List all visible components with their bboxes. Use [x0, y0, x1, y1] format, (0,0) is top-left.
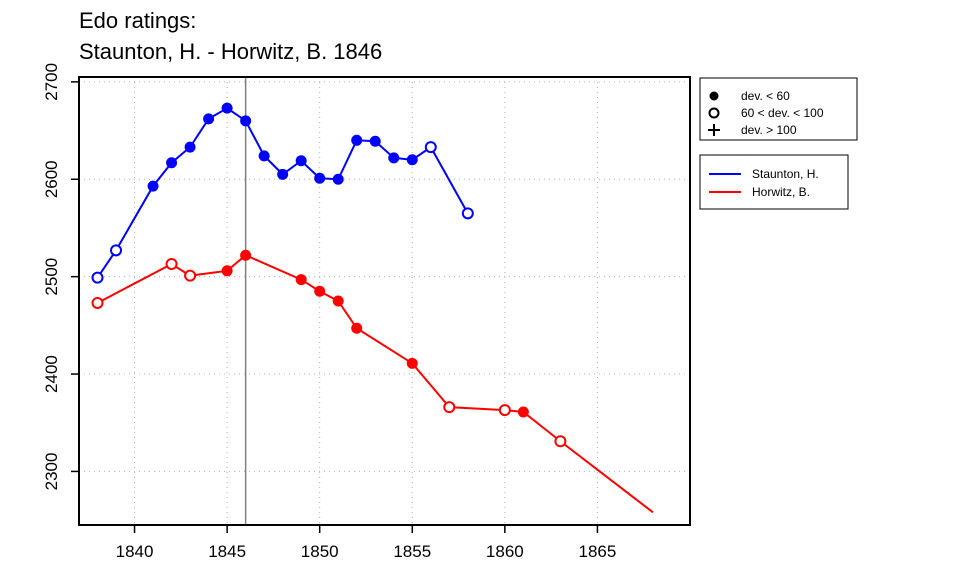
legend-series-frame — [699, 154, 849, 210]
legend-series-label: Horwitz, B. — [752, 185, 810, 199]
data-point-horwitz — [184, 269, 197, 282]
data-point-horwitz — [554, 435, 567, 448]
data-point-staunton — [369, 135, 381, 147]
data-point-staunton — [91, 271, 104, 284]
data-point-horwitz — [406, 357, 418, 369]
data-point-horwitz — [314, 285, 326, 297]
data-point-horwitz — [517, 406, 529, 418]
data-point-staunton — [110, 244, 123, 257]
series-line-horwitz — [97, 254, 654, 514]
axis-layer: 1840 1845 1850 1855 1860 1865 2300 2400 2500 2600… — [42, 63, 616, 561]
legend-filled-dot-icon — [709, 91, 719, 101]
x-axis-tick-label: 1840 — [116, 542, 154, 561]
legend-marker-label: dev. < 60 — [741, 89, 790, 103]
data-point-staunton — [258, 150, 270, 162]
legend-markers: dev. < 60 60 < dev. < 100 dev. > 100 — [699, 77, 858, 141]
data-point-staunton — [277, 168, 289, 180]
legend-series: Staunton, H. Horwitz, B. — [699, 154, 849, 210]
data-point-horwitz — [351, 322, 363, 334]
x-axis-tick-label: 1865 — [579, 542, 617, 561]
data-point-staunton — [203, 113, 215, 125]
legend-marker-label: 60 < dev. < 100 — [741, 106, 824, 120]
x-axis-tick-label: 1845 — [208, 542, 246, 561]
chart-title-line-2: Staunton, H. - Horwitz, B. 1846 — [79, 39, 383, 64]
grid-layer — [79, 77, 690, 525]
legend-marker-label: dev. > 100 — [741, 123, 797, 137]
legend-markers-frame — [699, 77, 858, 141]
y-axis-tick-label: 2400 — [42, 355, 61, 393]
y-axis-tick-label: 2600 — [42, 160, 61, 198]
legend-open-circle-icon — [708, 107, 720, 119]
data-point-staunton — [461, 207, 474, 220]
data-point-horwitz — [221, 265, 233, 277]
chart-title-line-1: Edo ratings: — [79, 8, 197, 33]
data-point-staunton — [314, 172, 326, 184]
y-axis-tick-label: 2500 — [42, 258, 61, 296]
legend-plus-icon — [708, 124, 720, 136]
x-axis-tick-label: 1860 — [486, 542, 524, 561]
data-point-staunton — [166, 157, 178, 169]
data-point-horwitz — [91, 296, 104, 309]
data-point-staunton — [295, 155, 307, 167]
data-point-staunton — [351, 134, 363, 146]
data-point-horwitz — [498, 404, 511, 417]
data-point-horwitz — [443, 401, 456, 414]
data-point-staunton — [240, 115, 252, 127]
series-layer — [91, 102, 654, 514]
data-point-staunton — [147, 180, 159, 192]
x-axis-tick-label: 1855 — [393, 542, 431, 561]
data-point-horwitz — [295, 274, 307, 286]
data-point-horwitz — [240, 249, 252, 261]
data-point-horwitz — [332, 295, 344, 307]
legend-series-label: Staunton, H. — [752, 167, 819, 181]
data-point-staunton — [388, 152, 400, 164]
data-point-staunton — [184, 141, 196, 153]
data-point-staunton — [406, 154, 418, 166]
y-axis-tick-label: 2700 — [42, 63, 61, 101]
y-axis-tick-label: 2300 — [42, 453, 61, 491]
data-point-staunton — [332, 173, 344, 185]
x-axis-tick-label: 1850 — [301, 542, 339, 561]
data-point-staunton — [424, 141, 437, 154]
plot-frame — [78, 76, 691, 526]
data-point-horwitz — [165, 257, 178, 270]
data-point-staunton — [221, 102, 233, 114]
